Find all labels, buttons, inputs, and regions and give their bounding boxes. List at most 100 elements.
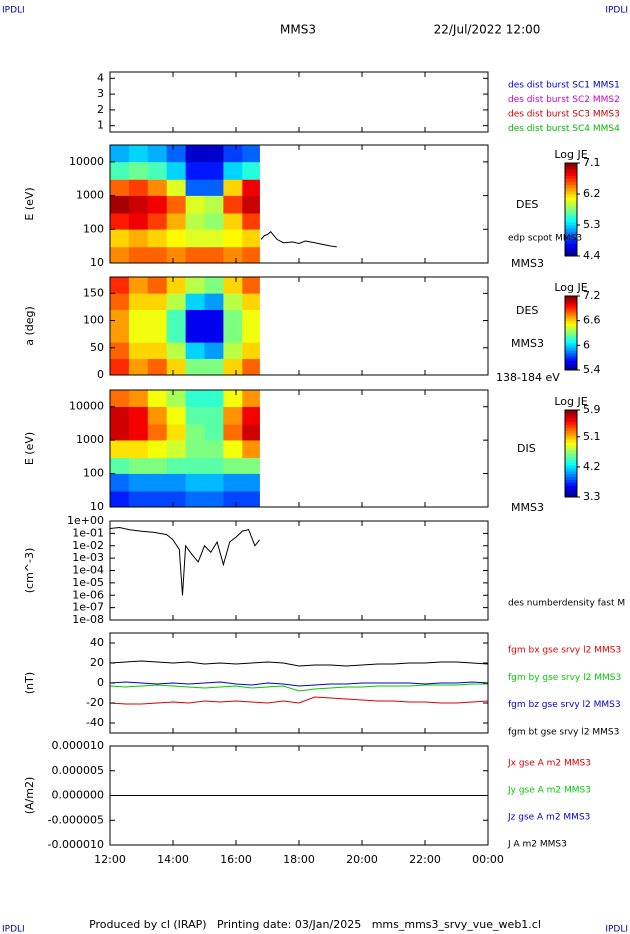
spectrogram-cell <box>147 229 167 248</box>
spectrogram-cell <box>166 491 186 508</box>
colorbar-tick-label: 4.2 <box>583 460 601 473</box>
spectrogram-cell <box>223 179 243 196</box>
spectrogram-cell <box>185 358 205 376</box>
colorbar-segment <box>565 427 577 431</box>
spectrogram-cell <box>110 342 130 359</box>
panel-label: MMS3 <box>511 337 544 350</box>
colorbar-tick-label: 7.1 <box>583 156 601 169</box>
spectrogram-cell <box>204 293 224 310</box>
colorbar-segment <box>565 209 577 214</box>
colorbar-segment <box>565 308 577 312</box>
colorbar-segment <box>565 325 577 329</box>
colorbar-segment <box>565 303 577 307</box>
spectrogram-cell <box>110 457 130 474</box>
colorbar-segment <box>565 424 577 428</box>
y-axis-label: (A/m2) <box>23 777 36 815</box>
x-tick-label: 00:00 <box>472 853 504 866</box>
spectrogram-cell <box>242 326 260 343</box>
corner-label: IPDLI <box>605 925 628 934</box>
y-tick-label: 1e-07 <box>72 601 104 614</box>
colorbar-segment <box>565 320 577 324</box>
chart-title: MMS3 <box>280 23 316 37</box>
spectrogram-cell <box>204 145 224 163</box>
panel-label: DIS <box>517 442 536 455</box>
spectrogram-cell <box>242 277 260 294</box>
colorbar-segment <box>565 345 577 349</box>
spectrogram-cell <box>223 145 243 163</box>
panel-label: MMS3 <box>511 501 544 514</box>
spectrogram-cell <box>242 213 260 230</box>
y-tick-label: 0 <box>97 368 104 381</box>
spectrogram-cell <box>166 473 186 492</box>
spectrogram-cell <box>128 229 149 248</box>
y-tick-label: -0.000005 <box>48 813 104 826</box>
spectrogram-cell <box>185 457 205 474</box>
colorbar-segment <box>565 228 577 232</box>
spectrogram-cell <box>166 390 186 408</box>
y-tick-label: -40 <box>86 716 104 729</box>
colorbar-segment <box>565 342 577 346</box>
colorbar-segment <box>565 333 577 336</box>
colorbar-segment <box>565 184 577 189</box>
spectrogram-cell <box>185 293 205 310</box>
spectrogram-cell <box>242 145 260 163</box>
data-line <box>109 526 260 596</box>
spectrogram-cell <box>110 491 130 508</box>
legend-label: Jz gse A m2 MMS3 <box>507 813 590 823</box>
y-tick-label: 1000 <box>76 189 104 202</box>
spectrogram-cell <box>110 277 130 294</box>
colorbar-segment <box>565 485 577 489</box>
spectrogram-cell <box>204 161 224 180</box>
spectrogram-cell <box>166 326 186 343</box>
colorbar-segment <box>565 231 577 235</box>
y-tick-label: 1e-04 <box>72 564 104 577</box>
spectrogram-cell <box>166 246 186 264</box>
data-line <box>260 230 337 248</box>
legend-label: fgm bt gse srvy l2 MMS3 <box>508 728 619 738</box>
spectrogram-cell <box>166 213 186 230</box>
colorbar-segment <box>565 215 577 220</box>
spectrogram-cell <box>166 406 186 425</box>
spectrogram-cell <box>128 440 149 458</box>
spectrogram-cell <box>147 179 167 196</box>
colorbar-segment <box>565 357 577 361</box>
colorbar-segment <box>565 237 577 241</box>
spectrogram-cell <box>223 342 243 359</box>
x-tick-label: 22:00 <box>409 853 441 866</box>
colorbar-segment <box>565 218 577 223</box>
spectrogram-cell <box>147 293 167 310</box>
spectrogram-cell <box>185 246 205 264</box>
spectrogram-cell <box>110 293 130 310</box>
spectrogram-cell <box>147 326 167 343</box>
data-line <box>109 683 488 692</box>
spectrogram-cell <box>204 229 224 248</box>
colorbar-segment <box>565 439 577 443</box>
legend-label: fgm bx gse srvy l2 MMS3 <box>508 646 621 656</box>
panel-label: DES <box>516 198 538 211</box>
spectrogram-cell <box>242 161 260 180</box>
spectrogram-cell <box>110 358 130 376</box>
spectrogram-cell <box>166 424 186 441</box>
spectrogram-cell <box>110 309 130 327</box>
colorbar-segment <box>565 178 577 183</box>
spectrogram-cell <box>204 390 224 408</box>
colorbar-segment <box>565 468 577 472</box>
spectrogram-cell <box>242 424 260 441</box>
x-tick-label: 14:00 <box>157 853 189 866</box>
colorbar-segment <box>565 430 577 434</box>
y-tick-label: 0 <box>97 676 104 689</box>
colorbar-segment <box>565 412 577 417</box>
y-tick-label: 100 <box>83 222 104 235</box>
spectrogram-cell <box>223 491 243 508</box>
colorbar-tick-label: 4.4 <box>583 249 601 262</box>
spectrogram-cell <box>204 277 224 294</box>
colorbar-segment <box>565 172 577 176</box>
spectrogram-cell <box>185 473 205 492</box>
colorbar-segment <box>565 367 577 371</box>
spectrogram-cell <box>242 457 260 474</box>
spectrogram-cell <box>128 473 149 492</box>
y-tick-label: 10000 <box>69 400 104 413</box>
y-tick-label: 10000 <box>69 155 104 168</box>
spectrogram-cell <box>185 309 205 327</box>
y-tick-label: 20 <box>90 656 104 669</box>
